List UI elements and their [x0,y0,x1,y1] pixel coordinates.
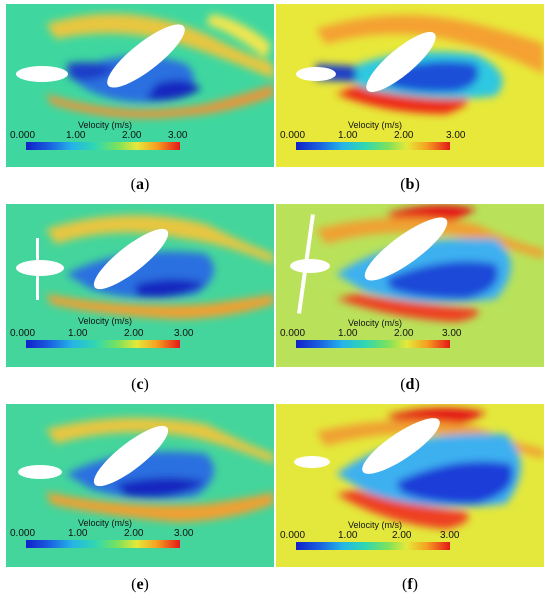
panel-c: Velocity (m/s) 0.000 1.00 2.00 3.00 [6,204,274,367]
tick-1: 1.00 [338,328,358,339]
legend-title: Velocity (m/s) [78,316,133,326]
velocity-contour-f [276,404,544,567]
tick-1: 1.00 [338,130,358,141]
tick-2: 2.00 [394,328,414,339]
tick-3: 3.00 [168,130,188,141]
velocity-contour-a [6,4,274,167]
panel-label-b: (b) [400,176,420,193]
colorbar [296,542,450,550]
tick-2: 2.00 [124,328,144,339]
tick-1: 1.00 [68,528,88,539]
panel-label-a: (a) [130,176,150,193]
tick-0: 0.000 [280,328,306,339]
tick-0: 0.000 [280,530,306,541]
colorbar [296,142,450,150]
tick-1: 1.00 [66,130,86,141]
tick-0: 0.000 [10,328,36,339]
colorbar [26,540,180,548]
colorbar [26,142,180,150]
tick-3: 3.00 [174,528,194,539]
panel-b: Velocity (m/s) 0.000 1.00 2.00 3.00 [276,4,544,167]
panel-a: Velocity (m/s) 0.000 1.00 2.00 3.00 [6,4,274,167]
panel-label-f: (f) [402,576,418,593]
velocity-contour-b [276,4,544,167]
tick-0: 0.000 [10,130,36,141]
tick-1: 1.00 [338,530,358,541]
tick-3: 3.00 [174,328,194,339]
tick-0: 0.000 [280,130,306,141]
colorbar [296,340,450,348]
panel-d: Velocity (m/s) 0.000 1.00 2.00 3.00 [276,204,544,367]
legend-title: Velocity (m/s) [348,520,403,530]
colorbar [26,340,180,348]
legend-title: Velocity (m/s) [78,120,133,130]
panel-f: Velocity (m/s) 0.000 1.00 2.00 3.00 [276,404,544,567]
tick-2: 2.00 [394,130,414,141]
tick-3: 3.00 [440,530,460,541]
tick-1: 1.00 [68,328,88,339]
panel-e: Velocity (m/s) 0.000 1.00 2.00 3.00 [6,404,274,567]
panel-label-d: (d) [400,376,420,393]
legend-title: Velocity (m/s) [348,120,403,130]
tick-0: 0.000 [10,528,36,539]
velocity-contour-e [6,404,274,567]
panel-label-c: (c) [131,376,149,393]
tick-2: 2.00 [392,530,412,541]
legend-title: Velocity (m/s) [78,518,133,528]
velocity-contour-d [276,204,544,367]
tick-3: 3.00 [442,328,462,339]
tick-3: 3.00 [446,130,466,141]
velocity-contour-c [6,204,274,367]
tick-2: 2.00 [122,130,142,141]
panel-label-e: (e) [131,576,149,593]
tick-2: 2.00 [124,528,144,539]
legend-title: Velocity (m/s) [348,318,403,328]
